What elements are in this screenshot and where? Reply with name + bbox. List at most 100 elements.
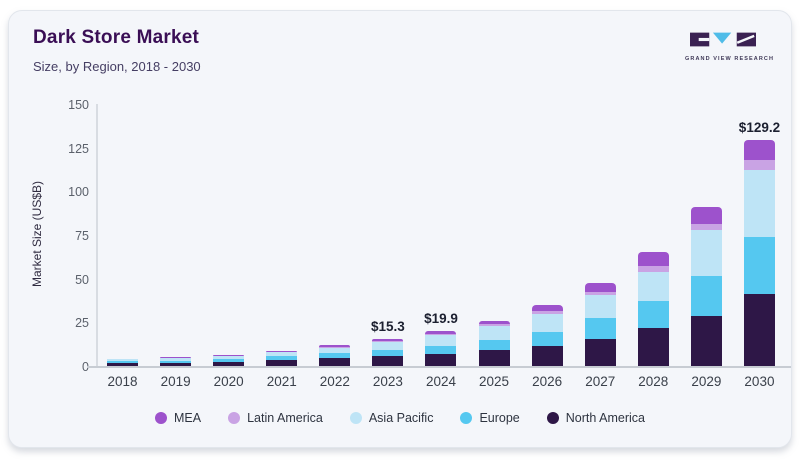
x-tick-label: 2023 <box>372 374 403 389</box>
y-tick-label: 100 <box>68 185 89 200</box>
bar-segment-asia-pacific <box>478 326 510 340</box>
bar-segment-latin-america <box>319 346 351 348</box>
x-tick-label: 2024 <box>425 374 456 389</box>
bar-segment-mea <box>266 350 298 352</box>
bar-2025 <box>478 320 510 366</box>
legend-item-asia-pacific: Asia Pacific <box>349 411 434 425</box>
legend-dot-icon <box>460 412 473 424</box>
bar-segment-mea <box>637 252 669 267</box>
bar-slot <box>680 104 733 366</box>
bar-segment-asia-pacific <box>266 352 298 357</box>
bar-slot <box>627 104 680 366</box>
chart-card: Dark Store Market Size, by Region, 2018 … <box>8 10 792 448</box>
bar-segment-europe <box>425 345 457 354</box>
bar-2028 <box>637 252 669 366</box>
bar-slot <box>574 104 627 366</box>
bar-segment-europe <box>160 360 192 363</box>
logo-text: GRAND VIEW RESEARCH <box>685 56 775 62</box>
bar-slot <box>96 104 149 366</box>
bar-segment-latin-america <box>372 341 404 343</box>
bar-slot <box>468 104 521 366</box>
legend-dot-icon <box>546 412 559 424</box>
bar-segment-europe <box>743 236 775 294</box>
bar-segment-north-america <box>637 328 669 366</box>
bar-segment-europe <box>107 361 139 364</box>
legend-label: North America <box>565 411 645 425</box>
bar-segment-mea <box>584 282 616 292</box>
x-tick-label: 2022 <box>319 374 350 389</box>
legend-label: Asia Pacific <box>368 411 434 425</box>
legend-label: Latin America <box>247 411 323 425</box>
bar-segment-latin-america <box>690 224 722 231</box>
plot-area: $15.3 $19.9 $129.2 <box>96 104 786 366</box>
x-tick-label: 2026 <box>532 374 563 389</box>
bar-segment-asia-pacific <box>637 271 669 301</box>
bar-value-label: $19.9 <box>424 311 458 327</box>
bar-segment-latin-america <box>531 311 563 314</box>
legend-dot-icon <box>228 412 241 424</box>
legend-item-mea: MEA <box>155 411 201 425</box>
bar-segment-latin-america <box>637 266 669 272</box>
bar-segment-asia-pacific <box>584 294 616 319</box>
bar-segment-mea <box>107 358 139 360</box>
bar-segment-latin-america <box>425 333 457 336</box>
bar-segment-europe <box>531 331 563 346</box>
legend-label: Europe <box>479 411 520 425</box>
bar-segment-north-america <box>319 358 351 366</box>
y-tick-label: 125 <box>68 141 89 156</box>
bar-slot <box>255 104 308 366</box>
bar-value-label: $15.3 <box>371 319 405 335</box>
bar-segment-europe <box>478 339 510 351</box>
legend-item-europe: Europe <box>460 411 520 425</box>
bar-segment-asia-pacific <box>531 313 563 332</box>
bar-2020 <box>213 354 245 366</box>
y-axis-ticks: 0 25 50 75 100 125 150 <box>45 98 89 374</box>
bar-segment-mea <box>213 354 245 356</box>
x-tick-label: 2030 <box>744 374 775 389</box>
bar-2018 <box>107 358 139 366</box>
bar-segment-north-america <box>160 362 192 366</box>
bar-segment-europe <box>690 276 722 317</box>
x-axis-line <box>87 366 791 368</box>
bar-2030: $129.2 <box>739 120 780 366</box>
legend-item-north-america: North America <box>546 411 645 425</box>
y-axis-title: Market Size (US$B) <box>30 180 44 288</box>
x-tick-label: 2019 <box>160 374 191 389</box>
bar-segment-north-america <box>425 353 457 366</box>
bar-segment-latin-america <box>266 351 298 353</box>
y-axis-line <box>96 104 98 366</box>
page-title: Dark Store Market <box>33 27 200 48</box>
bar-segment-north-america <box>266 360 298 366</box>
bar-segment-asia-pacific <box>319 347 351 354</box>
bar-segment-north-america <box>372 356 404 366</box>
y-tick-label: 75 <box>75 229 89 243</box>
bar-2022 <box>319 345 351 366</box>
x-tick-label: 2018 <box>107 374 138 389</box>
bar-segment-latin-america <box>213 355 245 357</box>
bar-segment-europe <box>584 318 616 340</box>
bar-segment-asia-pacific <box>425 335 457 346</box>
bar-slot: $19.9 <box>414 104 467 366</box>
bar-slot <box>149 104 202 366</box>
x-tick-label: 2029 <box>691 374 722 389</box>
bar-segment-north-america <box>690 316 722 366</box>
x-tick-label: 2020 <box>213 374 244 389</box>
bar-2027 <box>584 282 616 366</box>
bar-segment-europe <box>213 359 245 362</box>
bar-2021 <box>266 350 298 366</box>
bar-slot <box>202 104 255 366</box>
bar-slot: $15.3 <box>361 104 414 366</box>
legend-item-latin-america: Latin America <box>228 411 323 425</box>
bar-segment-asia-pacific <box>690 230 722 277</box>
bar-value-label: $129.2 <box>738 120 781 136</box>
x-tick-label: 2021 <box>266 374 297 389</box>
y-tick-label: 0 <box>82 360 89 374</box>
bar-segment-mea <box>743 140 775 161</box>
bar-segment-asia-pacific <box>213 356 245 360</box>
x-tick-label: 2025 <box>479 374 510 389</box>
bar-segment-europe <box>266 356 298 361</box>
page-subtitle: Size, by Region, 2018 - 2030 <box>33 59 201 74</box>
y-tick-label: 50 <box>75 272 89 287</box>
gvr-logo-icon <box>690 32 756 47</box>
bar-2024: $19.9 <box>424 311 458 366</box>
